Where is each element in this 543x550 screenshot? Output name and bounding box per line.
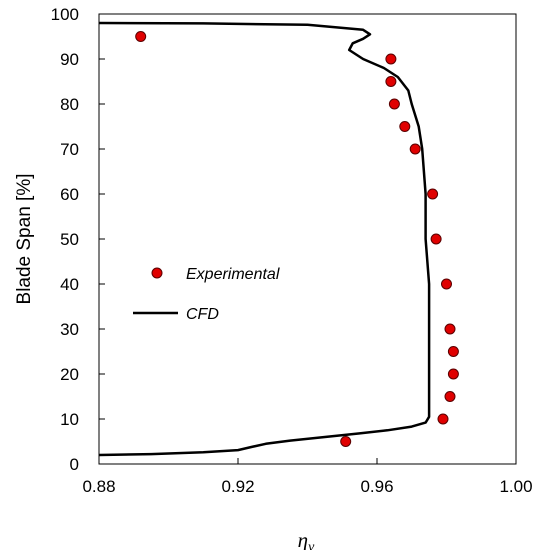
y-tick-label: 50	[60, 230, 79, 249]
data-point-experimental	[388, 98, 400, 110]
data-point-experimental	[444, 323, 456, 335]
data-point-experimental	[385, 53, 397, 65]
y-tick-label: 80	[60, 95, 79, 114]
legend-label-experimental: Experimental	[186, 266, 280, 283]
y-tick-label: 70	[60, 140, 79, 159]
data-point-experimental	[437, 413, 449, 425]
y-tick-label: 20	[60, 365, 79, 384]
x-tick-label: 1.00	[499, 477, 532, 496]
x-axis-title: ηv	[298, 528, 315, 550]
legend-label-cfd: CFD	[186, 306, 219, 323]
y-tick-label: 40	[60, 275, 79, 294]
x-axis: 0.88 0.92 0.96 1.00	[82, 458, 533, 496]
legend-marker-experimental	[151, 267, 163, 279]
y-tick-label: 30	[60, 320, 79, 339]
series-layer	[98, 21, 459, 457]
y-tick-label: 100	[51, 5, 79, 24]
data-point-experimental	[409, 143, 421, 155]
x-tick-label: 0.96	[360, 477, 393, 496]
y-tick-label: 0	[70, 455, 79, 474]
data-point-experimental	[447, 346, 459, 357]
x-tick-label: 0.92	[221, 477, 254, 496]
y-axis: 0 10 20 30 40 50 60 70 80 90 100	[51, 5, 105, 474]
data-point-experimental	[399, 121, 411, 132]
data-point-experimental	[447, 368, 459, 380]
data-point-experimental	[444, 391, 456, 402]
data-point-experimental	[427, 188, 439, 200]
y-tick-label: 10	[60, 410, 79, 429]
data-point-experimental	[135, 31, 147, 42]
data-point-experimental	[441, 278, 452, 290]
y-tick-label: 90	[60, 50, 79, 69]
series-line-cfd	[98, 21, 431, 457]
x-tick-label: 0.88	[82, 477, 115, 496]
data-point-experimental	[340, 436, 352, 447]
y-axis-title: Blade Span [%]	[14, 174, 35, 305]
data-point-experimental	[430, 233, 442, 245]
data-point-experimental	[385, 76, 397, 87]
legend: Experimental CFD	[133, 266, 280, 323]
plot-area	[98, 13, 517, 465]
y-tick-label: 60	[60, 185, 79, 204]
